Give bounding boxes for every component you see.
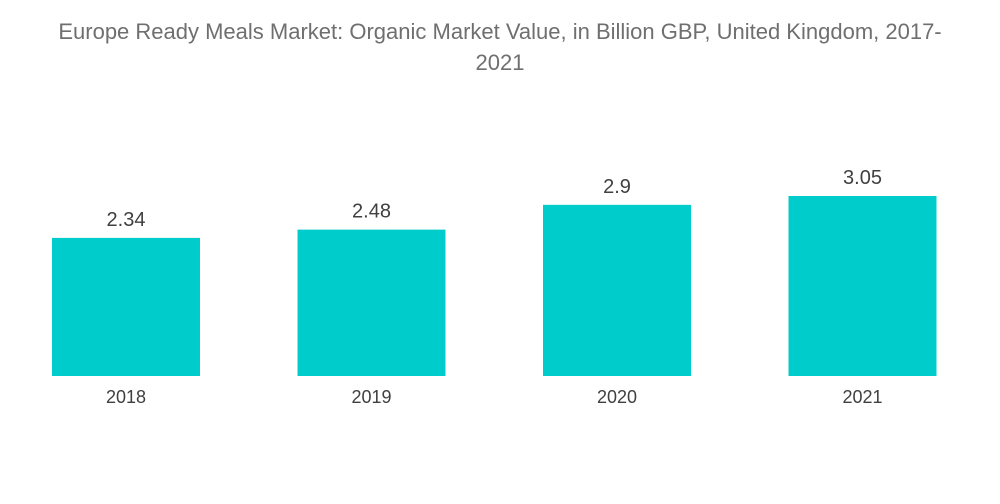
bar-2018: [52, 237, 200, 376]
x-tick-label-2020: 2020: [597, 387, 637, 407]
bar-2021: [788, 196, 937, 376]
value-label-2021: 3.05: [843, 167, 882, 189]
value-label-2019: 2.48: [352, 201, 391, 223]
value-labels-group: 2.34 2.48 2.9 3.05: [107, 167, 882, 231]
x-tick-labels-group: 2018 2019 2020 2021: [106, 387, 883, 407]
bar-2019: [297, 229, 446, 376]
x-tick-label-2019: 2019: [351, 387, 391, 407]
chart-title: Europe Ready Meals Market: Organic Marke…: [58, 19, 942, 75]
value-label-2018: 2.34: [107, 209, 146, 231]
x-tick-label-2018: 2018: [106, 387, 146, 407]
bars-group: [52, 196, 937, 376]
x-tick-label-2021: 2021: [842, 387, 882, 407]
bar-2020: [543, 204, 691, 376]
value-label-2020: 2.9: [603, 176, 631, 198]
